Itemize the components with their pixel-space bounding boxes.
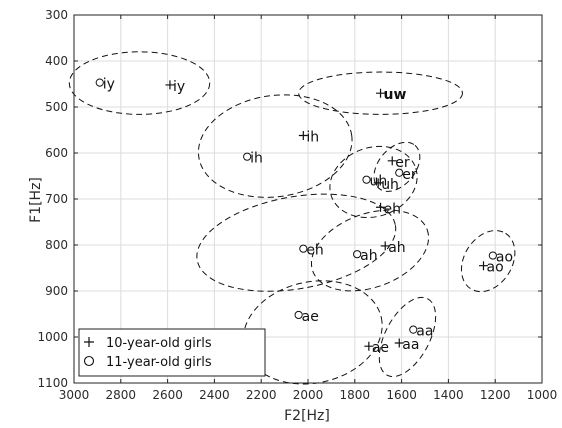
legend-label-series-1: 10-year-old girls [106, 336, 212, 351]
circle-marker-aa [409, 325, 418, 334]
x-tick-label: 2200 [246, 388, 277, 402]
circle-marker-ae [294, 310, 303, 320]
x-tick-label: 1200 [480, 388, 511, 402]
legend-item-circle: 11-year-old girls [83, 355, 212, 370]
y-tick-label: 300 [45, 8, 68, 22]
circle-marker-ao [488, 251, 497, 260]
legend-box [78, 328, 266, 377]
y-tick-label: 400 [45, 54, 68, 68]
legend-item-plus: 10-year-old girls [84, 336, 212, 351]
plus-marker-ae [364, 341, 374, 351]
ellipse-aa [378, 296, 437, 378]
point-label-ao-series-2: ao [496, 250, 513, 266]
circle-marker-uh [362, 175, 371, 184]
x-tick-label: 3000 [59, 388, 90, 402]
point-label-eh-series-2: eh [306, 243, 324, 259]
plus-marker-ao [479, 261, 488, 271]
x-tick-label: 1400 [433, 388, 464, 402]
point-label-ae-series-1: ae [372, 340, 389, 356]
y-tick-label: 700 [45, 192, 68, 206]
ellipse-iy [68, 51, 211, 115]
y-tick-label: 500 [45, 100, 68, 114]
point-label-aa-series-1: aa [402, 337, 419, 353]
circle-marker-er [395, 168, 404, 177]
plus-marker-ih [298, 131, 308, 141]
vowel-ellipses [68, 51, 516, 385]
circle-marker-iy [95, 78, 104, 87]
plus-marker-er [387, 156, 397, 166]
point-label-aa-series-2: aa [416, 324, 433, 340]
point-label-ih-series-1: ih [306, 130, 319, 146]
point-label-iy-series-2: iy [103, 77, 115, 93]
x-tick-label: 2000 [293, 388, 324, 402]
x-tick-label: 2600 [152, 388, 183, 402]
y-tick-label: 1000 [37, 330, 68, 344]
y-tick-label: 1100 [37, 376, 68, 390]
plus-marker-eh [376, 202, 386, 212]
point-label-iy-series-1: iy [173, 79, 185, 95]
ellipse-er [373, 141, 421, 192]
plus-marker-aa [394, 338, 404, 348]
legend-label-series-2: 11-year-old girls [106, 355, 212, 370]
y-tick-label: 800 [45, 238, 68, 252]
y-tick-label: 900 [45, 284, 68, 298]
x-tick-label: 1000 [527, 388, 558, 402]
x-axis-label: F2[Hz] [284, 408, 330, 424]
point-label-ih-series-2: ih [250, 151, 263, 167]
x-tick-label: 1600 [386, 388, 417, 402]
x-tick-label: 1800 [340, 388, 371, 402]
legend: 10-year-old girls 11-year-old girls [78, 328, 266, 377]
plus-marker-uw [376, 88, 386, 98]
ellipse-ao [460, 230, 516, 293]
point-label-ah-series-1: ah [388, 240, 405, 256]
circle-marker-ah [353, 250, 362, 259]
point-label-uh-series-1: uh [381, 177, 399, 193]
circle-marker-icon [83, 355, 95, 367]
point-label-ah-series-2: ah [360, 248, 377, 264]
x-axis-ticks: 3000 2800 2600 2400 2200 2000 1800 1600 1400 1200… [59, 15, 558, 402]
plus-marker-icon [84, 337, 94, 347]
ellipse-uh [329, 145, 418, 219]
point-label-uw-series-1: uw [384, 87, 407, 103]
x-tick-label: 2800 [106, 388, 137, 402]
point-label-uh-series-2: uh [370, 174, 388, 190]
point-label-er-series-1: er [395, 155, 410, 171]
circle-marker-eh [299, 244, 308, 253]
y-axis-ticks: 300 400 500 600 700 800 900 1000 1100 [37, 8, 542, 390]
point-label-ao-series-1: ao [487, 260, 504, 276]
y-tick-label: 600 [45, 146, 68, 160]
ellipse-ih [197, 94, 353, 198]
ellipse-uw [298, 71, 463, 115]
y-axis-label: F1[Hz] [28, 177, 44, 223]
point-label-er-series-2: er [402, 167, 417, 183]
x-tick-label: 2400 [199, 388, 230, 402]
point-label-ae-series-2: ae [302, 309, 319, 325]
point-label-eh-series-1: eh [384, 201, 402, 217]
plus-marker-ah [380, 241, 390, 251]
circle-marker-ih [243, 152, 252, 161]
plus-marker-iy [165, 80, 175, 90]
ellipse-ah [310, 209, 430, 292]
ellipse-eh [196, 193, 397, 292]
plus-marker-uh [373, 178, 383, 188]
